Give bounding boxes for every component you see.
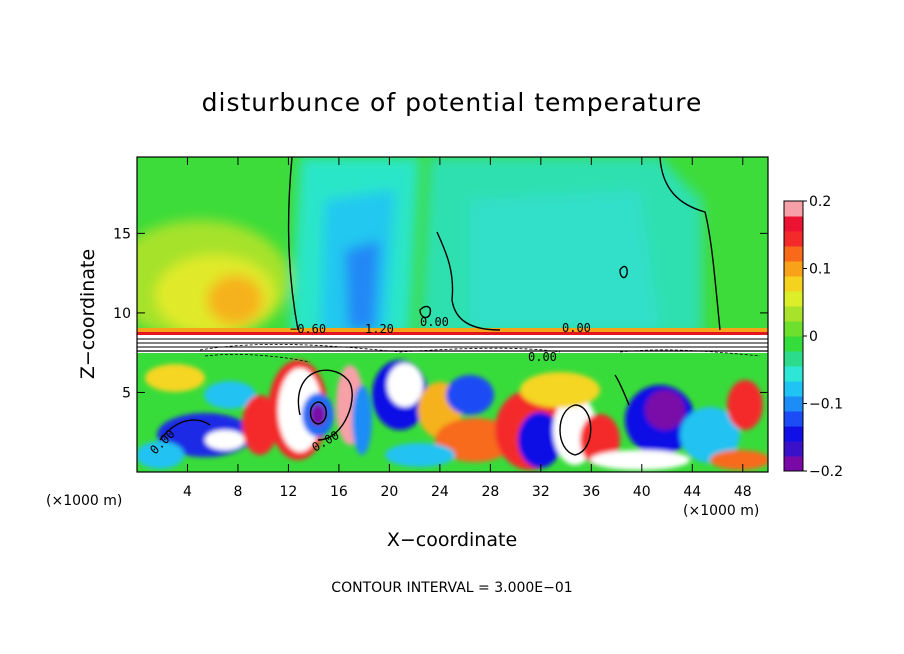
zero-contour [436, 231, 501, 331]
colorbar-tick-label: 0.1 [809, 262, 831, 278]
right-green [700, 157, 768, 337]
x-tick-label: 12 [280, 484, 298, 500]
y-tick-label: 5 [122, 385, 131, 401]
colorbar-swatch [784, 456, 803, 472]
small-contour [419, 305, 432, 319]
x-tick-label: 40 [633, 484, 651, 500]
colorbar-swatch [784, 441, 803, 457]
colorbar-swatch [784, 231, 803, 247]
x-tick-label: 28 [481, 484, 499, 500]
colorbar-tick-label: −0.1 [809, 397, 843, 413]
colorbar-tick-label: 0.2 [809, 194, 831, 210]
colorbar-swatch [784, 201, 803, 217]
colorbar-swatch [784, 336, 803, 352]
x-tick-label: 16 [330, 484, 348, 500]
eddy-contour [297, 369, 353, 441]
contour-label: 0.00 [528, 350, 557, 364]
x-tick-label: 8 [233, 484, 242, 500]
colorbar-swatch [784, 396, 803, 412]
x-tick-label: 24 [431, 484, 449, 500]
cool-column [345, 240, 380, 330]
contour-label: 1.20 [365, 322, 394, 336]
eddy-contour [159, 419, 211, 441]
colorbar-swatch [784, 276, 803, 292]
x-tick-label: 4 [183, 484, 192, 500]
contour-label: 0.00 [420, 315, 449, 329]
cool-region [470, 190, 660, 330]
x-tick-label: 32 [532, 484, 550, 500]
y-axis-label: Z−coordinate [77, 249, 99, 379]
colorbar-swatch [784, 216, 803, 232]
colorbar-swatch [784, 246, 803, 262]
eddy-contour [309, 401, 327, 425]
y-tick-label: 15 [113, 226, 131, 242]
x-tick-label: 20 [380, 484, 398, 500]
x-unit-label: (×1000 m) [683, 503, 759, 519]
contour-lines [159, 157, 721, 456]
dashed-contours [199, 343, 761, 363]
colorbar: 0.2 0.1 0 −0.1 −0.2 [783, 194, 843, 480]
contour-label: 0.00 [562, 321, 591, 335]
zero-contour [287, 157, 299, 331]
plot-field: 0.00 0.00 0.00 0.00 0.00 −0.60 1.20 [137, 157, 768, 472]
x-tick-label: 48 [734, 484, 752, 500]
colorbar-swatch [784, 306, 803, 322]
colorbar-swatch [784, 411, 803, 427]
inversion-white [137, 335, 768, 353]
chart-title: disturbunce of potential temperature [202, 88, 703, 117]
plot-frame [136, 156, 769, 473]
upper-region-shading [137, 157, 768, 340]
colorbar-tick-label: 0 [809, 329, 818, 345]
x-tick-label: 44 [683, 484, 701, 500]
colorbar-swatch [784, 291, 803, 307]
inversion-red [137, 332, 768, 335]
y-unit-label: (×1000 m) [46, 493, 122, 509]
eddy-contour [559, 404, 592, 456]
colorbar-swatch [784, 261, 803, 277]
x-axis: 4 8 12 16 20 24 28 32 36 40 44 48 [183, 157, 752, 500]
warm-blob [207, 275, 263, 325]
eddy-contour [614, 374, 630, 406]
y-axis: 5 10 15 [113, 226, 768, 401]
lower-region-shading [137, 360, 768, 470]
x-axis-label: X−coordinate [387, 529, 517, 551]
colorbar-swatch [784, 381, 803, 397]
inversion-orange [137, 328, 768, 332]
x-tick-label: 36 [582, 484, 600, 500]
y-tick-label: 10 [113, 306, 131, 322]
colorbar-swatch [784, 426, 803, 442]
colorbar-swatch [784, 321, 803, 337]
contour-label: −0.60 [290, 322, 326, 336]
small-contour [619, 265, 628, 279]
contour-interval-note: CONTOUR INTERVAL = 3.000E−01 [331, 580, 572, 596]
zero-contour [659, 157, 721, 331]
colorbar-swatch [784, 351, 803, 367]
colorbar-swatch [784, 366, 803, 382]
colorbar-tick-label: −0.2 [809, 464, 843, 480]
